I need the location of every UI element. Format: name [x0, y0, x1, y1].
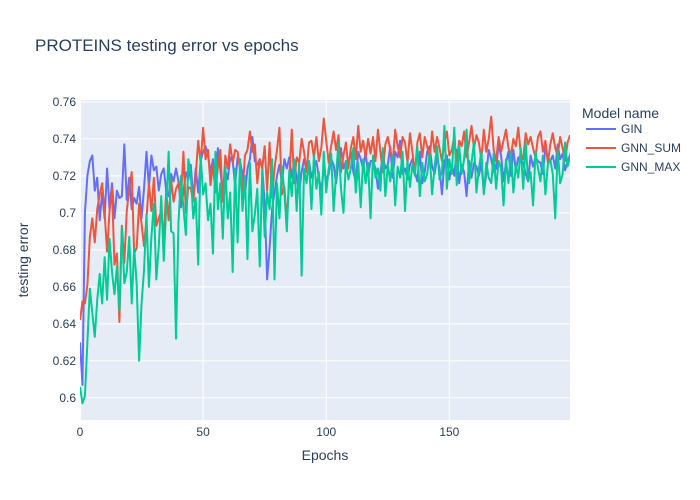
x-tick-label: 0 [77, 425, 84, 439]
y-axis-ticks: 0.6 0.62 0.64 0.66 0.68 0.7 0.72 0.74 0.76 [53, 95, 77, 405]
y-tick-label: 0.76 [53, 95, 77, 109]
legend-label: GIN [621, 122, 642, 136]
x-axis-label: Epochs [302, 447, 349, 463]
x-tick-label: 50 [196, 425, 210, 439]
legend-item-gnn-sum[interactable]: GNN_SUM [586, 141, 681, 155]
legend-item-gnn-max[interactable]: GNN_MAX [586, 160, 680, 174]
x-tick-label: 100 [316, 425, 336, 439]
legend-label: GNN_SUM [621, 141, 681, 155]
y-tick-label: 0.6 [59, 391, 76, 405]
y-tick-label: 0.68 [53, 243, 77, 257]
legend-title: Model name [582, 105, 659, 121]
y-tick-label: 0.62 [53, 354, 77, 368]
gridlines [79, 100, 570, 420]
x-tick-label: 150 [439, 425, 459, 439]
series-lines [80, 115, 570, 405]
x-axis-ticks: 0 50 100 150 [77, 425, 460, 439]
chart-title: PROTEINS testing error vs epochs [35, 36, 299, 55]
y-tick-label: 0.74 [53, 132, 77, 146]
legend-items: GIN GNN_SUM GNN_MAX [586, 122, 681, 174]
y-tick-label: 0.66 [53, 280, 77, 294]
y-tick-label: 0.7 [59, 206, 76, 220]
legend: Model name GIN GNN_SUM GNN_MAX [582, 105, 681, 174]
y-tick-label: 0.72 [53, 169, 77, 183]
y-axis-label: testing error [15, 222, 31, 297]
y-tick-label: 0.64 [53, 317, 77, 331]
legend-item-gin[interactable]: GIN [586, 122, 642, 136]
series-line-gnn-max [80, 124, 570, 405]
legend-label: GNN_MAX [621, 160, 680, 174]
